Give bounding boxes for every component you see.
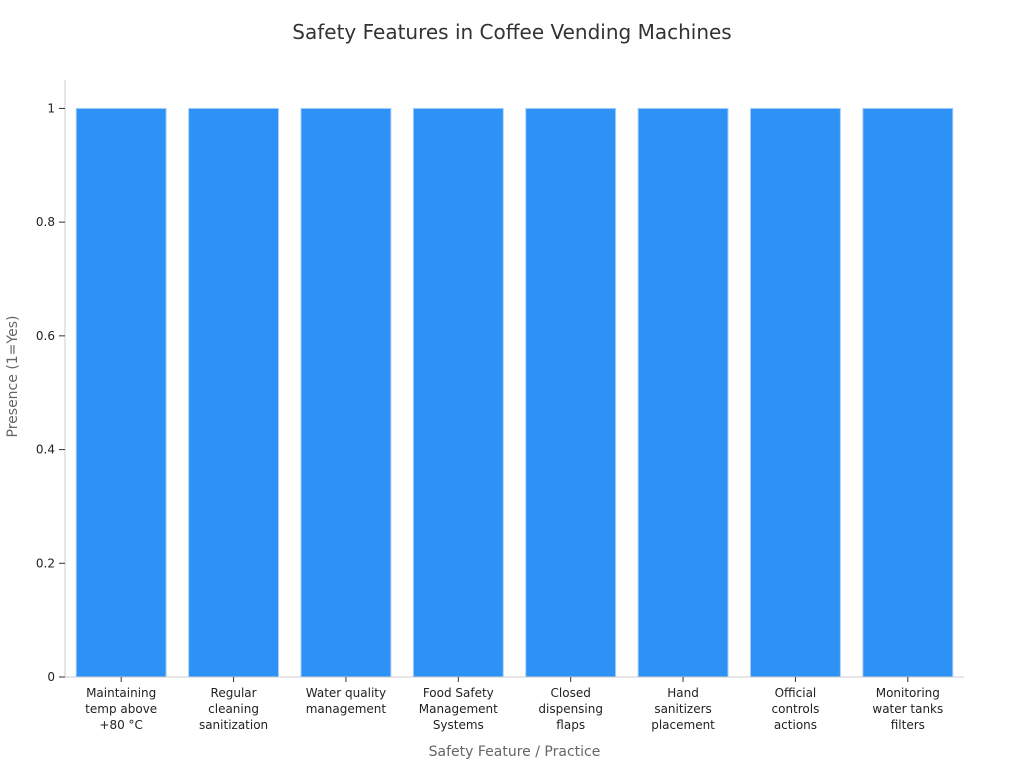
y-tick-label: 0 (47, 670, 55, 684)
y-ticks-group: 0 0.2 0.4 0.6 0.8 1 (36, 101, 65, 684)
x-tick-label: Water quality management (306, 686, 387, 716)
x-tick-label: Maintaining temp above +80 °C (85, 686, 157, 732)
bar (637, 107, 729, 678)
bar (862, 107, 954, 678)
bar (412, 107, 504, 678)
y-tick-label: 0.2 (36, 556, 55, 570)
y-axis-title: Presence (1=Yes) (5, 316, 21, 438)
bar (75, 107, 167, 678)
y-tick-label: 1 (47, 101, 55, 115)
x-axis-title: Safety Feature / Practice (429, 744, 601, 760)
x-tick-label: Regular cleaning sanitization (199, 686, 268, 732)
bar (525, 107, 617, 678)
x-tick-label: Monitoring water tanks filters (872, 686, 943, 732)
bar (188, 107, 280, 678)
chart-title: Safety Features in Coffee Vending Machin… (292, 20, 732, 44)
x-ticks-group: Maintaining temp above +80 °C Regular cleani… (85, 677, 943, 732)
x-tick-label: Closed dispensing flaps (538, 686, 603, 732)
bar (300, 107, 392, 678)
axes-group (64, 80, 964, 678)
y-tick-label: 0.6 (36, 329, 55, 343)
x-tick-label: Food Safety Management Systems (419, 686, 498, 732)
x-tick-label: Hand sanitizers placement (651, 686, 715, 732)
bar (749, 107, 841, 678)
bars-group (75, 107, 954, 678)
y-tick-label: 0.4 (36, 443, 55, 457)
y-tick-label: 0.8 (36, 215, 55, 229)
x-tick-label: Official controls actions (772, 686, 820, 732)
